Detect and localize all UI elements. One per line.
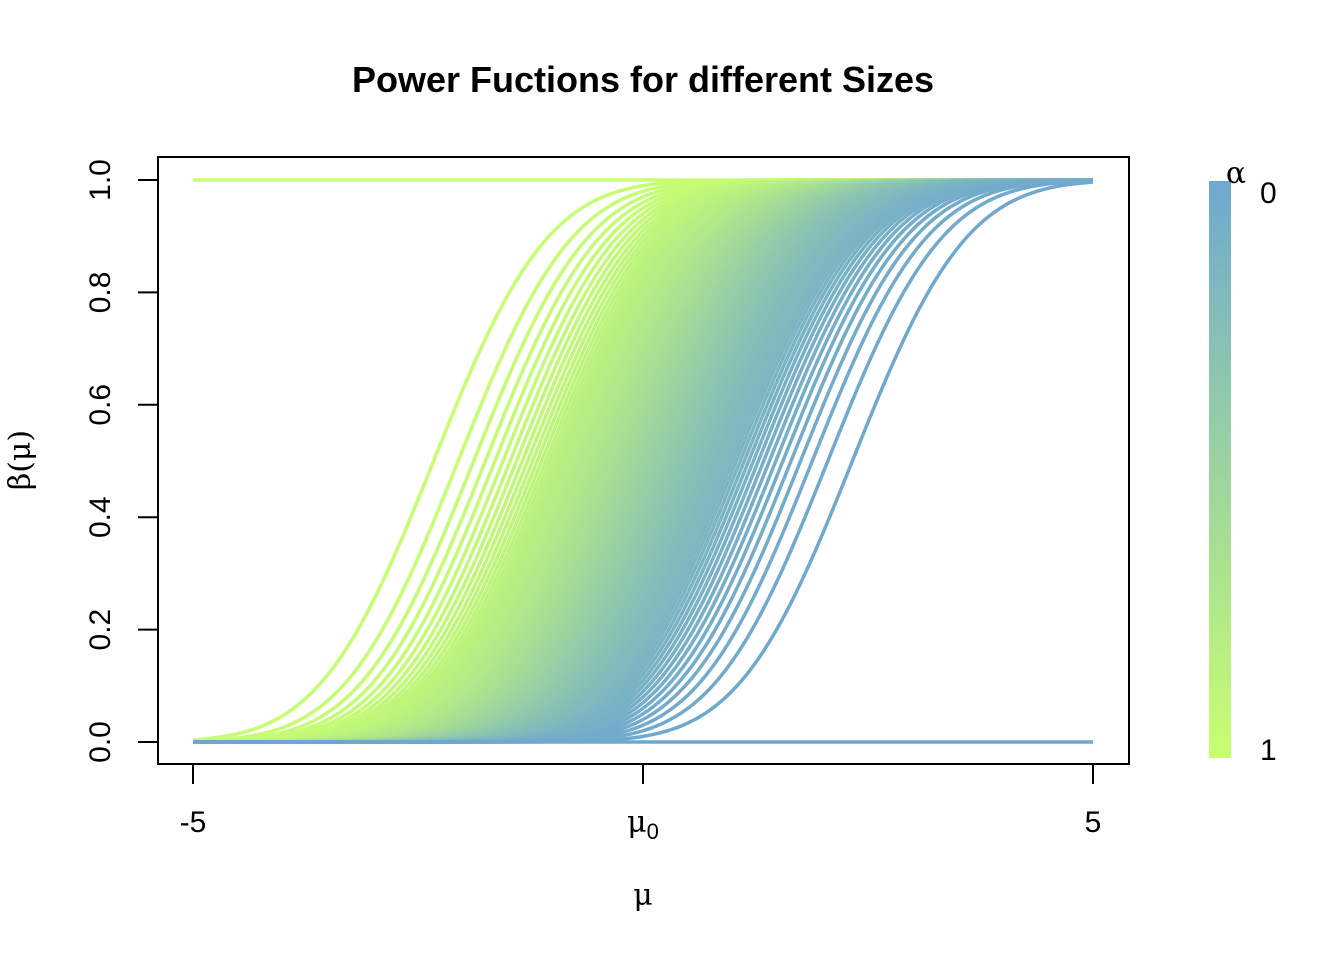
x-tick-label-0: -5 (180, 806, 207, 839)
legend-label-top: 0 (1260, 177, 1277, 210)
y-tick-label-3: 0.6 (84, 384, 117, 426)
y-tick-label-4: 0.8 (84, 272, 117, 314)
x-tick-label-2: 5 (1085, 806, 1102, 839)
x-axis-label: μ (633, 878, 653, 913)
x-tick-label-1: μ0 (627, 805, 659, 844)
y-axis: 0.0 0.2 0.4 0.6 0.8 1.0 (84, 159, 158, 763)
y-tick-label-0: 0.0 (84, 721, 117, 763)
chart-title: Power Fuctions for different Sizes (352, 59, 934, 100)
legend-title: α (1226, 156, 1246, 191)
curve-group (192, 178, 1094, 744)
y-tick-label-2: 0.4 (84, 496, 117, 538)
legend-label-bottom: 1 (1260, 734, 1277, 767)
y-tick-label-5: 1.0 (84, 159, 117, 201)
y-tick-label-1: 0.2 (84, 609, 117, 651)
color-legend: α 0 1 (1209, 156, 1277, 767)
y-axis-label: β(μ) (3, 430, 38, 490)
x-axis: -5 μ0 5 (180, 764, 1102, 844)
legend-color-bar (1209, 181, 1231, 758)
